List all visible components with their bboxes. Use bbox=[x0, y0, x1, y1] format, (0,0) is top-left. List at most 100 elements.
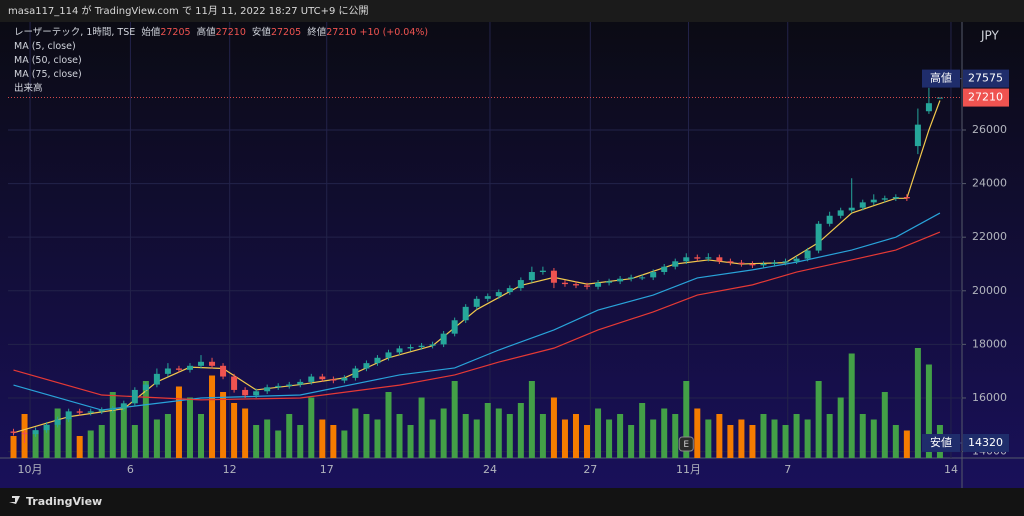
volume-bar bbox=[429, 419, 436, 458]
volume-bar bbox=[495, 408, 502, 458]
volume-bar bbox=[418, 397, 425, 458]
volume-bar bbox=[595, 408, 602, 458]
x-tick-label: 11月 bbox=[676, 463, 701, 476]
candle-body bbox=[826, 215, 833, 224]
volume-bar bbox=[153, 419, 160, 458]
candle-body bbox=[10, 431, 17, 433]
volume-bar bbox=[54, 408, 61, 458]
candle-body bbox=[892, 196, 899, 199]
y-tick-label: 24000 bbox=[972, 177, 1007, 190]
candle-body bbox=[749, 263, 756, 266]
volume-bar bbox=[859, 414, 866, 458]
volume-bar bbox=[131, 425, 138, 458]
candle-body bbox=[683, 257, 690, 262]
candle-body bbox=[43, 424, 50, 431]
volume-bar bbox=[617, 414, 624, 458]
candle-body bbox=[628, 277, 635, 279]
ohlc-value: 27205 bbox=[270, 27, 302, 38]
volume-bar bbox=[65, 419, 72, 458]
volume-bar bbox=[826, 414, 833, 458]
ohlc-value: 27210 bbox=[215, 27, 246, 38]
candle-body bbox=[738, 262, 745, 264]
candle-body bbox=[319, 376, 326, 380]
x-tick-label: 10月 bbox=[18, 463, 43, 476]
volume-bar bbox=[120, 408, 127, 458]
legend-ma: MA (5, close) bbox=[14, 41, 76, 52]
volume-bar bbox=[815, 381, 822, 458]
volume-bar bbox=[175, 386, 182, 458]
y-tick-label: 20000 bbox=[972, 284, 1007, 297]
candle-body bbox=[650, 272, 657, 278]
volume-bar bbox=[308, 397, 315, 458]
ma-line bbox=[13, 231, 941, 401]
footer-bar bbox=[0, 488, 1024, 516]
candle-body bbox=[925, 103, 932, 112]
y-tick-label: 22000 bbox=[972, 230, 1007, 243]
volume-bar bbox=[484, 403, 491, 458]
candle-body bbox=[297, 381, 304, 385]
candle-body bbox=[617, 278, 624, 282]
candle-body bbox=[418, 345, 425, 348]
volume-bar bbox=[639, 403, 646, 458]
candle-body bbox=[881, 198, 888, 200]
ohlc-label: 終値 bbox=[307, 27, 327, 38]
x-tick-label: 17 bbox=[320, 463, 334, 476]
volume-bar bbox=[242, 408, 249, 458]
last-price-box bbox=[963, 88, 1009, 107]
candle-body bbox=[936, 97, 943, 99]
volume-bar bbox=[396, 414, 403, 458]
volume-bar bbox=[881, 392, 888, 458]
ohlc-value: 27210 bbox=[326, 27, 357, 38]
candle-body bbox=[32, 430, 39, 435]
candle-body bbox=[231, 376, 238, 390]
volume-bar bbox=[231, 403, 238, 458]
volume-bar bbox=[98, 425, 105, 458]
candle-body bbox=[120, 403, 127, 409]
volume-bar bbox=[870, 419, 877, 458]
candle-body bbox=[98, 410, 105, 412]
candle-body bbox=[153, 373, 160, 385]
candle-body bbox=[561, 282, 568, 285]
header-text: masa117_114 が TradingView.com で 11月 11, … bbox=[8, 4, 369, 17]
legend-ma: MA (75, close) bbox=[14, 69, 82, 80]
x-tick-label: 24 bbox=[483, 463, 497, 476]
candle-body bbox=[782, 261, 789, 263]
candle-body bbox=[506, 288, 513, 293]
volume-bar bbox=[264, 419, 271, 458]
marker-name-box bbox=[922, 433, 960, 452]
candle-body bbox=[363, 363, 370, 369]
candle-body bbox=[253, 391, 260, 396]
volume-bar bbox=[848, 353, 855, 458]
volume-bar bbox=[374, 419, 381, 458]
candle-body bbox=[804, 250, 811, 259]
volume-bar bbox=[164, 414, 171, 458]
candle-body bbox=[396, 348, 403, 353]
ma-line bbox=[13, 212, 941, 411]
volume-bar bbox=[451, 381, 458, 458]
marker-value: 14320 bbox=[968, 436, 1003, 449]
candle-body bbox=[131, 389, 138, 404]
volume-bar bbox=[440, 408, 447, 458]
candle-body bbox=[859, 202, 866, 208]
volume-bar bbox=[275, 430, 282, 458]
candle-body bbox=[330, 379, 337, 381]
volume-bar bbox=[341, 430, 348, 458]
candle-body bbox=[462, 306, 469, 321]
footer-brand: TradingView bbox=[26, 495, 102, 508]
x-tick-label: 14 bbox=[944, 463, 958, 476]
volume-bar bbox=[661, 408, 668, 458]
volume-bar bbox=[209, 375, 216, 458]
volume-bar bbox=[319, 419, 326, 458]
volume-bar bbox=[925, 364, 932, 458]
candle-body bbox=[694, 257, 701, 259]
legend-volume: 出来高 bbox=[14, 83, 43, 94]
currency: JPY bbox=[980, 29, 1000, 43]
volume-bar bbox=[760, 414, 767, 458]
volume-bar bbox=[738, 419, 745, 458]
logo bbox=[9, 496, 20, 504]
candle-body bbox=[484, 296, 491, 299]
top-bar bbox=[0, 0, 1024, 22]
candle-body bbox=[727, 261, 734, 263]
volume-bar bbox=[628, 425, 635, 458]
candle-body bbox=[903, 196, 910, 199]
